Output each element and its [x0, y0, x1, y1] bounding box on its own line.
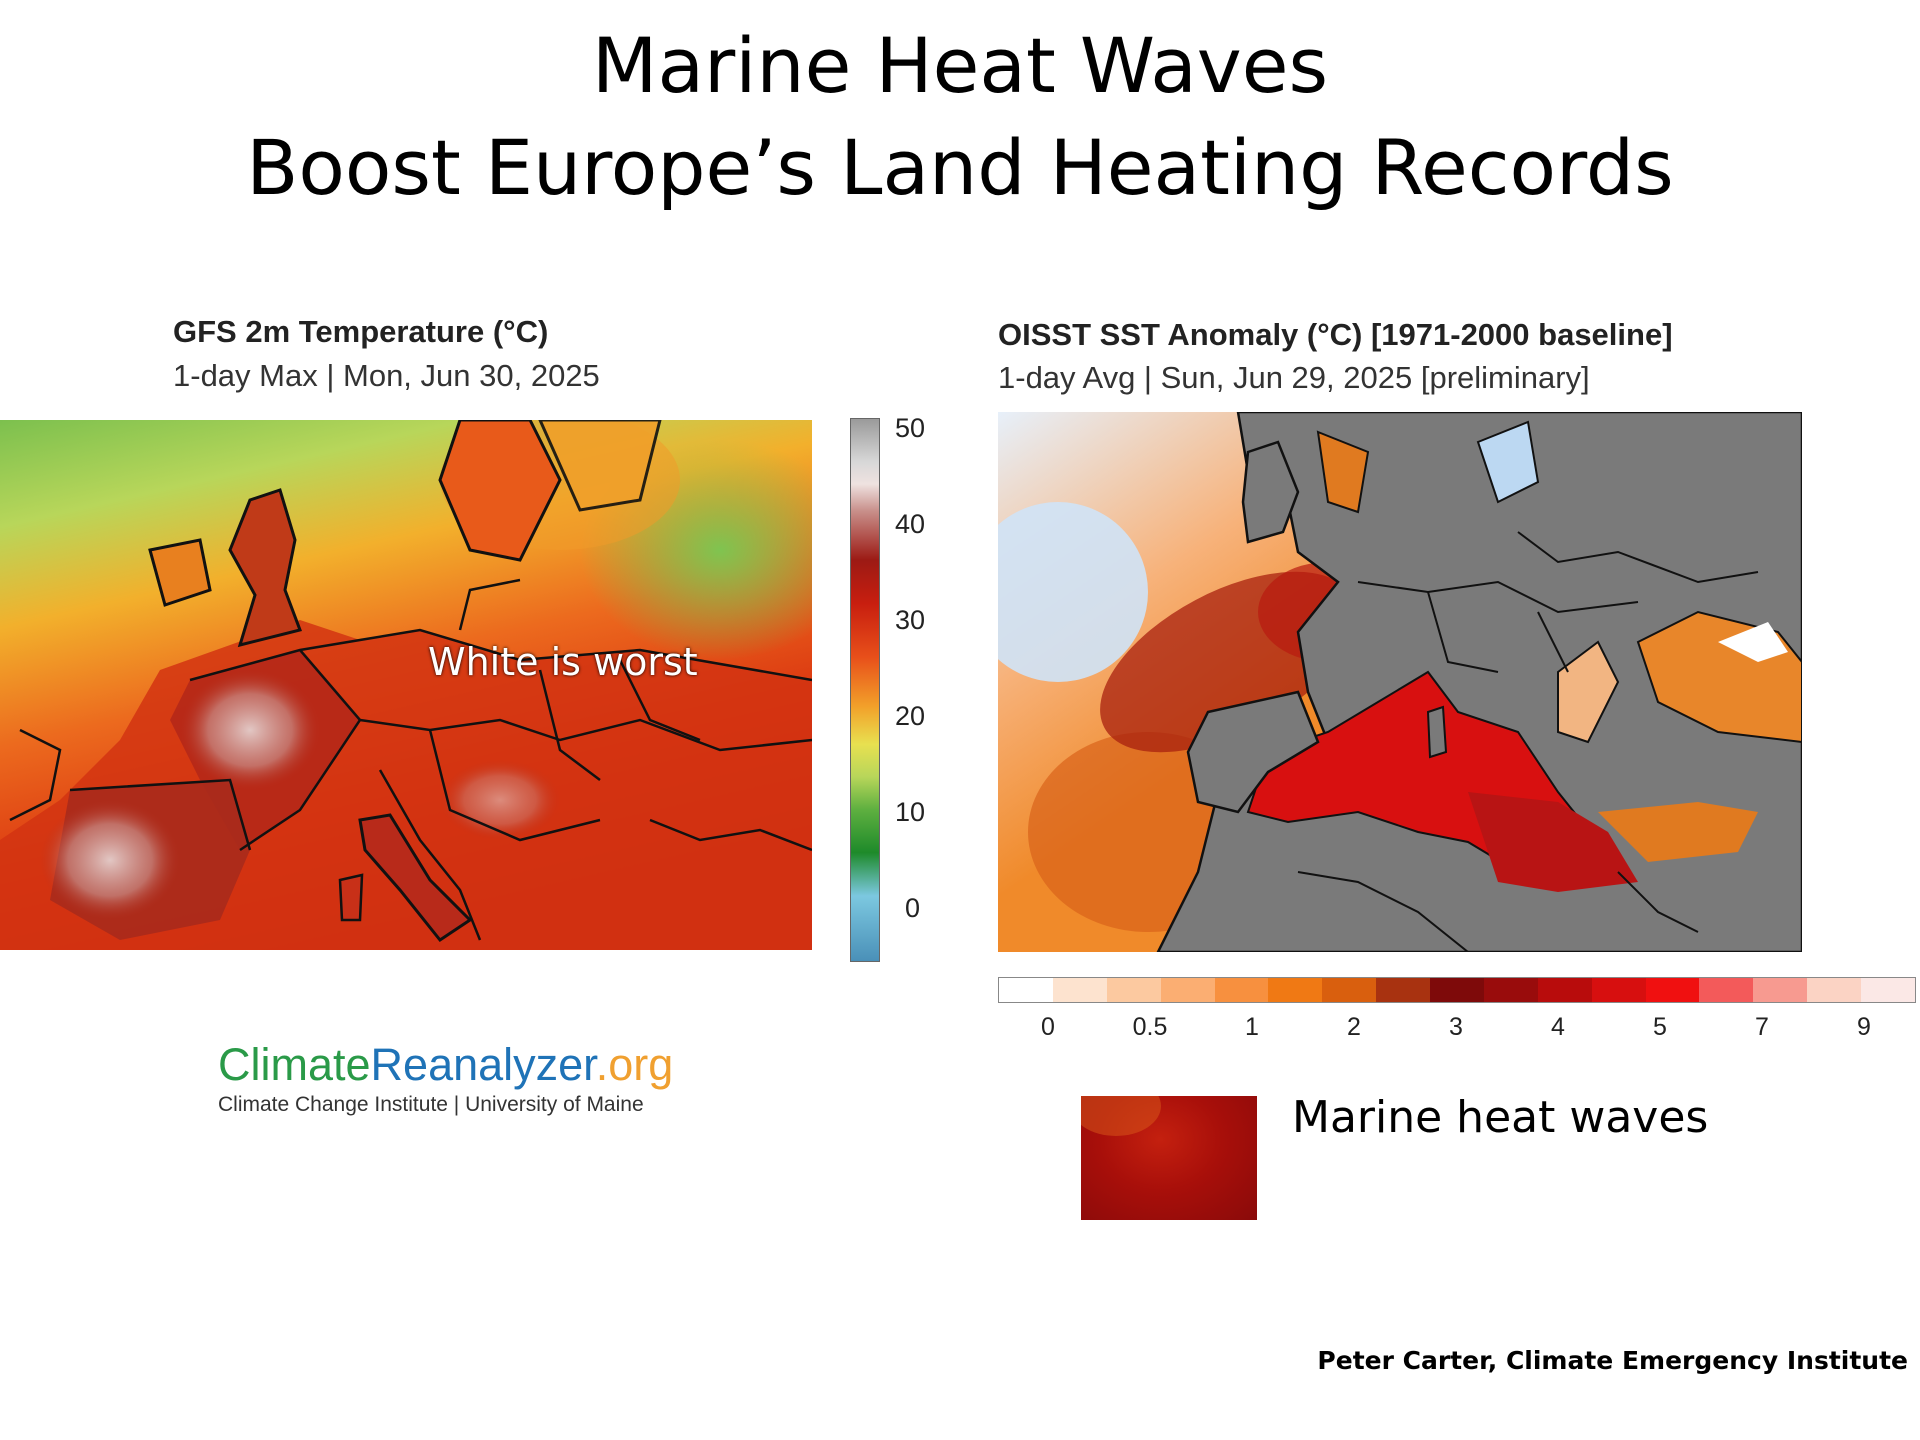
- slide-title-line2: Boost Europe’s Land Heating Records: [246, 123, 1674, 212]
- sst-colorbar-segment: [1322, 978, 1377, 1002]
- temp-tick-label: 40: [895, 509, 926, 539]
- map-annotation: White is worst: [428, 640, 698, 684]
- temperature-map: [0, 420, 812, 950]
- sst-tick-label: 0.5: [1132, 1013, 1168, 1041]
- sst-colorbar-segment: [1807, 978, 1861, 1002]
- sst-colorbar: [998, 977, 1916, 1003]
- sst-tick-label: 1: [1245, 1013, 1259, 1041]
- sst-tick-label: 0: [1041, 1013, 1055, 1041]
- sst-colorbar-segment: [1052, 978, 1107, 1002]
- logo-part-reanalyzer: Reanalyzer: [370, 1039, 596, 1090]
- sst-colorbar-segment: [1591, 978, 1646, 1002]
- temperature-map-graphic: [0, 420, 812, 950]
- sst-tick-label: 7: [1755, 1013, 1769, 1041]
- sst-tick-label: 9: [1857, 1013, 1871, 1041]
- temperature-colorbar: [850, 418, 880, 962]
- sst-tick-label: 2: [1347, 1013, 1361, 1041]
- sst-tick-label: 4: [1551, 1013, 1565, 1041]
- sst-tick-labels: 0 0.5 1 2 3 4 5 7 9: [998, 1013, 1914, 1043]
- sst-colorbar-segment: [1214, 978, 1269, 1002]
- sst-colorbar-segment: [1430, 978, 1484, 1002]
- temp-tick-label: 30: [895, 605, 926, 635]
- sst-colorbar-segment: [1753, 978, 1808, 1002]
- left-map-title: GFS 2m Temperature (°C): [173, 314, 549, 349]
- sst-colorbar-segment: [1376, 978, 1430, 1002]
- logo-part-org: .org: [595, 1039, 674, 1090]
- right-map-subtitle: 1-day Avg | Sun, Jun 29, 2025 [prelimina…: [998, 360, 1590, 395]
- marine-heatwave-swatch: [1081, 1096, 1257, 1220]
- sst-colorbar-segment: [1160, 978, 1215, 1002]
- logo-subtitle: Climate Change Institute | University of…: [218, 1093, 644, 1116]
- left-map-subtitle: 1-day Max | Mon, Jun 30, 2025: [173, 358, 600, 393]
- temp-tick-label: 10: [895, 797, 926, 827]
- temp-tick-label: 50: [895, 413, 926, 443]
- right-map-title: OISST SST Anomaly (°C) [1971-2000 baseli…: [998, 317, 1673, 352]
- slide-title-line1: Marine Heat Waves: [591, 21, 1329, 110]
- sst-tick-label: 3: [1449, 1013, 1463, 1041]
- sst-colorbar-segment: [1645, 978, 1700, 1002]
- sst-colorbar-segment: [1537, 978, 1592, 1002]
- climate-reanalyzer-logo: ClimateReanalyzer.org Climate Change Ins…: [218, 1042, 673, 1117]
- sst-colorbar-segment: [1106, 978, 1161, 1002]
- sst-anomaly-map: [998, 412, 1802, 952]
- sst-anomaly-map-graphic: [998, 412, 1802, 952]
- sst-tick-label: 5: [1653, 1013, 1667, 1041]
- sst-colorbar-segment: [999, 978, 1053, 1002]
- marine-heatwave-label: Marine heat waves: [1292, 1092, 1709, 1143]
- credit: Peter Carter, Climate Emergency Institut…: [1317, 1346, 1908, 1375]
- sst-colorbar-segment: [1699, 978, 1754, 1002]
- sst-colorbar-segments: [999, 978, 1915, 1002]
- temp-tick-label: 0: [905, 893, 921, 923]
- sst-colorbar-segment: [1861, 978, 1915, 1002]
- sst-colorbar-segment: [1268, 978, 1323, 1002]
- temp-tick-label: 20: [895, 701, 926, 731]
- sst-colorbar-segment: [1483, 978, 1538, 1002]
- logo-part-climate: Climate: [218, 1039, 371, 1090]
